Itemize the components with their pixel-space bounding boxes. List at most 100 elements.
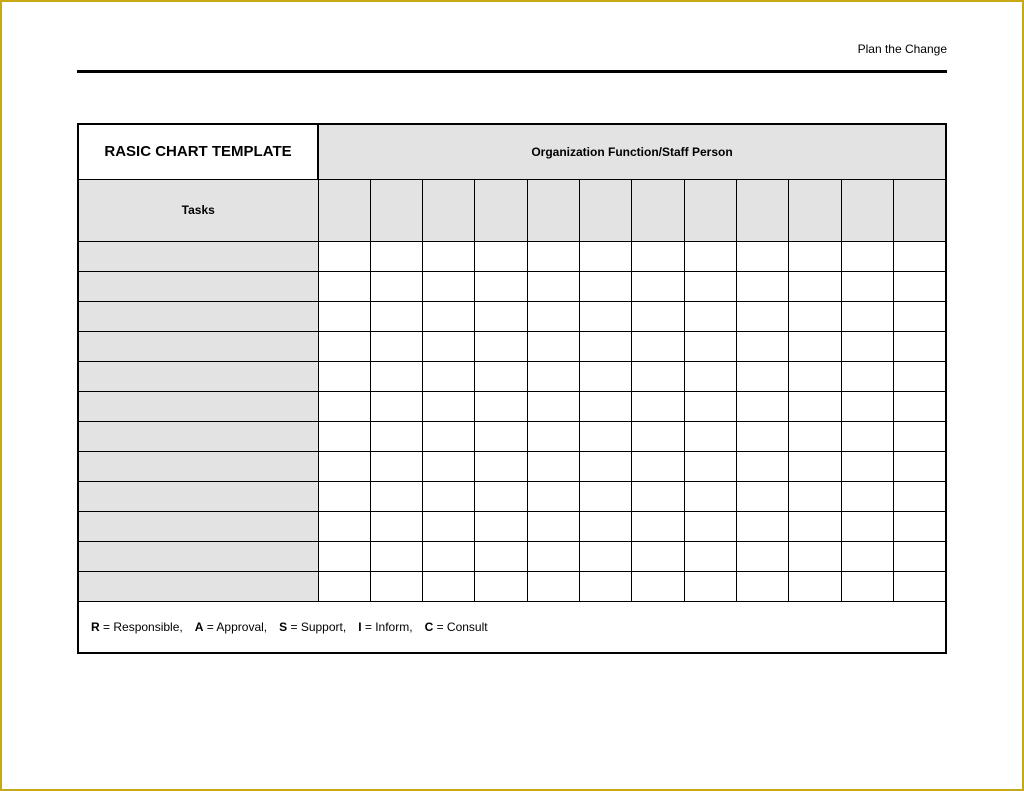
data-cell [894, 481, 946, 511]
data-cell [789, 391, 841, 421]
table-row [78, 541, 946, 571]
data-cell [580, 571, 632, 601]
data-cell [841, 391, 893, 421]
data-cell [894, 421, 946, 451]
data-cell [632, 391, 684, 421]
data-cell [527, 421, 579, 451]
data-cell [789, 421, 841, 451]
task-label-cell [78, 301, 318, 331]
data-cell [423, 301, 475, 331]
data-cell [370, 571, 422, 601]
data-cell [580, 391, 632, 421]
data-cell [632, 451, 684, 481]
data-cell [580, 451, 632, 481]
data-cell [841, 331, 893, 361]
data-cell [894, 241, 946, 271]
task-label-cell [78, 541, 318, 571]
data-cell [737, 241, 789, 271]
data-cell [894, 541, 946, 571]
data-cell [789, 481, 841, 511]
chart-title-cell: RASIC CHART TEMPLATE [78, 124, 318, 179]
data-cell [737, 571, 789, 601]
task-label-cell [78, 481, 318, 511]
data-cell [527, 511, 579, 541]
data-cell [684, 271, 736, 301]
data-cell [475, 421, 527, 451]
data-cell [475, 451, 527, 481]
data-cell [318, 481, 370, 511]
chart-container: RASIC CHART TEMPLATEOrganization Functio… [77, 123, 947, 654]
data-cell [841, 451, 893, 481]
table-row [78, 331, 946, 361]
column-subheader [318, 179, 370, 241]
column-subheader [580, 179, 632, 241]
data-cell [684, 481, 736, 511]
data-cell [841, 271, 893, 301]
data-cell [684, 421, 736, 451]
task-label-cell [78, 361, 318, 391]
task-label-cell [78, 571, 318, 601]
column-subheader [527, 179, 579, 241]
data-cell [318, 301, 370, 331]
task-label-cell [78, 421, 318, 451]
rasic-table: RASIC CHART TEMPLATEOrganization Functio… [77, 123, 947, 654]
data-cell [684, 451, 736, 481]
data-cell [632, 301, 684, 331]
data-cell [475, 481, 527, 511]
data-cell [684, 301, 736, 331]
data-cell [684, 361, 736, 391]
task-label-cell [78, 271, 318, 301]
data-cell [841, 421, 893, 451]
table-row [78, 421, 946, 451]
data-cell [423, 361, 475, 391]
data-cell [789, 511, 841, 541]
data-cell [632, 511, 684, 541]
data-cell [632, 421, 684, 451]
data-cell [737, 511, 789, 541]
data-cell [632, 271, 684, 301]
data-cell [580, 421, 632, 451]
data-cell [684, 241, 736, 271]
data-cell [318, 331, 370, 361]
data-cell [475, 331, 527, 361]
data-cell [370, 271, 422, 301]
column-subheader [894, 179, 946, 241]
data-cell [527, 541, 579, 571]
data-cell [423, 241, 475, 271]
table-row [78, 481, 946, 511]
data-cell [580, 331, 632, 361]
data-cell [370, 391, 422, 421]
data-cell [423, 331, 475, 361]
org-header-cell: Organization Function/Staff Person [318, 124, 946, 179]
data-cell [894, 271, 946, 301]
data-cell [580, 271, 632, 301]
data-cell [684, 571, 736, 601]
data-cell [318, 361, 370, 391]
data-cell [737, 481, 789, 511]
data-cell [632, 241, 684, 271]
data-cell [789, 241, 841, 271]
data-cell [423, 481, 475, 511]
data-cell [370, 241, 422, 271]
data-cell [737, 301, 789, 331]
task-label-cell [78, 241, 318, 271]
column-subheader [632, 179, 684, 241]
data-cell [370, 511, 422, 541]
page-container: Plan the Change RASIC CHART TEMPLATEOrga… [2, 2, 1022, 694]
data-cell [580, 241, 632, 271]
data-cell [527, 361, 579, 391]
data-cell [894, 331, 946, 361]
data-cell [580, 541, 632, 571]
data-cell [789, 301, 841, 331]
data-cell [894, 571, 946, 601]
data-cell [894, 301, 946, 331]
data-cell [527, 391, 579, 421]
data-cell [370, 541, 422, 571]
column-subheader [737, 179, 789, 241]
data-cell [789, 541, 841, 571]
legend-cell: R = Responsible, A = Approval, S = Suppo… [78, 601, 946, 653]
tasks-header-cell: Tasks [78, 179, 318, 241]
task-label-cell [78, 451, 318, 481]
data-cell [684, 331, 736, 361]
data-cell [632, 481, 684, 511]
